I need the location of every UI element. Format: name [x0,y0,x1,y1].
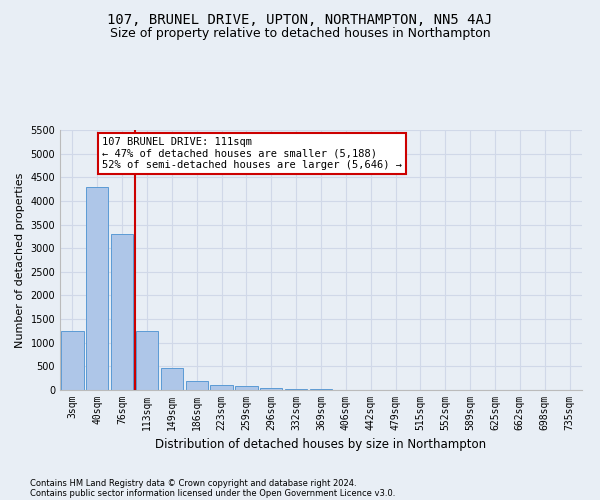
Y-axis label: Number of detached properties: Number of detached properties [15,172,25,348]
Text: 107, BRUNEL DRIVE, UPTON, NORTHAMPTON, NN5 4AJ: 107, BRUNEL DRIVE, UPTON, NORTHAMPTON, N… [107,12,493,26]
Bar [185,380,208,390]
Bar [61,331,83,390]
Bar [211,386,233,390]
Text: Contains HM Land Registry data © Crown copyright and database right 2024.: Contains HM Land Registry data © Crown c… [30,478,356,488]
Bar [235,386,257,390]
Bar [136,331,158,390]
Text: Size of property relative to detached houses in Northampton: Size of property relative to detached ho… [110,28,490,40]
Bar [161,368,183,390]
Text: Contains public sector information licensed under the Open Government Licence v3: Contains public sector information licen… [30,488,395,498]
Bar [111,234,133,390]
Bar [86,186,109,390]
Text: 107 BRUNEL DRIVE: 111sqm
← 47% of detached houses are smaller (5,188)
52% of sem: 107 BRUNEL DRIVE: 111sqm ← 47% of detach… [102,137,402,170]
X-axis label: Distribution of detached houses by size in Northampton: Distribution of detached houses by size … [155,438,487,452]
Bar [260,388,283,390]
Bar [285,389,307,390]
